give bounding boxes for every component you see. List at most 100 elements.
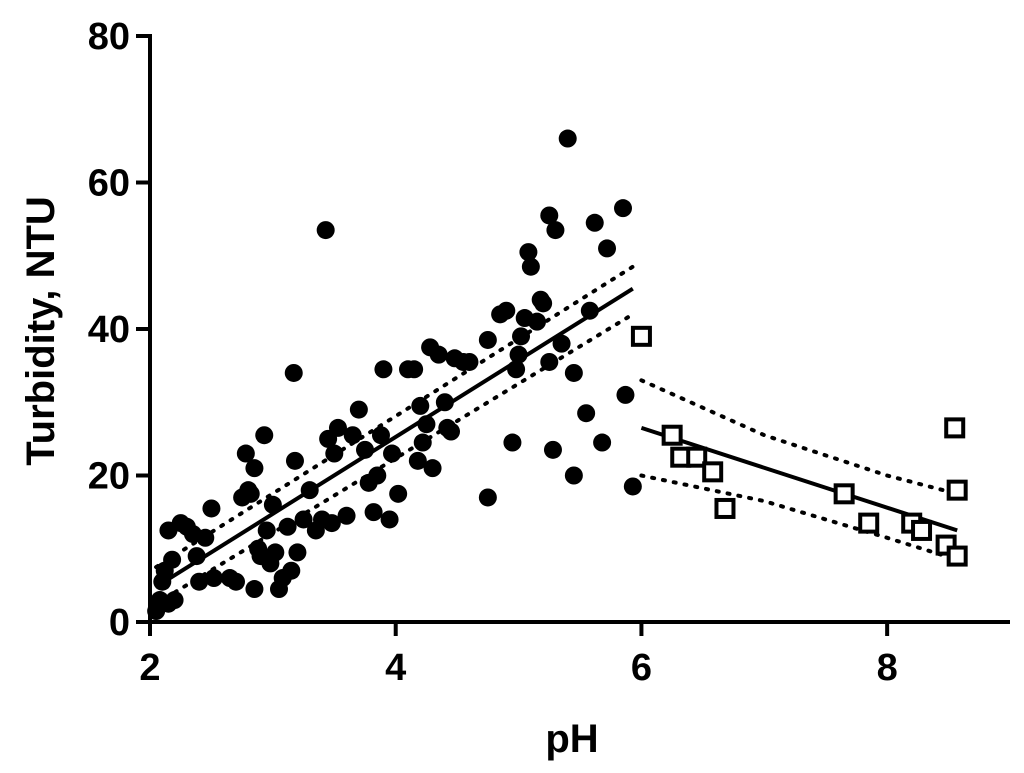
data-points xyxy=(147,129,968,621)
data-point-circle xyxy=(371,426,390,445)
data-point-circle xyxy=(257,521,276,540)
data-point-circle xyxy=(540,206,559,225)
data-point-circle xyxy=(343,426,362,445)
data-point-circle xyxy=(429,345,448,364)
x-axis-label: pH xyxy=(545,717,598,761)
data-point-circle xyxy=(368,466,387,485)
data-point-square xyxy=(833,483,855,505)
data-point-circle xyxy=(380,510,399,529)
data-point-circle xyxy=(580,301,599,320)
y-tick-label: 40 xyxy=(88,309,130,351)
data-point-circle xyxy=(325,444,344,463)
data-point-circle xyxy=(294,510,313,529)
data-point-circle xyxy=(278,517,297,536)
data-point-circle xyxy=(460,352,479,371)
data-point-circle xyxy=(564,466,583,485)
data-point-square xyxy=(944,417,966,439)
data-point-square xyxy=(911,519,933,541)
data-point-circle xyxy=(558,129,577,148)
data-point-circle xyxy=(227,572,245,591)
x-tick-label: 6 xyxy=(631,647,652,689)
series-1-fit-line xyxy=(155,287,634,589)
data-point-circle xyxy=(585,213,604,232)
data-point-circle xyxy=(478,330,497,349)
data-point-circle xyxy=(316,221,335,240)
data-point-circle xyxy=(322,514,341,533)
data-point-circle xyxy=(163,550,182,569)
data-point-circle xyxy=(364,503,383,522)
data-point-circle xyxy=(417,415,436,434)
data-point-circle xyxy=(263,495,282,514)
data-point-circle xyxy=(519,243,538,262)
data-point-circle xyxy=(509,345,528,364)
data-point-circle xyxy=(187,547,206,566)
data-point-circle xyxy=(284,363,303,382)
data-point-circle xyxy=(442,422,460,441)
regression-lines xyxy=(155,287,958,589)
y-tick-label: 20 xyxy=(88,456,130,498)
data-point-circle xyxy=(405,360,424,379)
data-point-circle xyxy=(204,569,223,588)
data-point-circle xyxy=(521,257,540,276)
tick-labels: 0 20 40 60 80 2 4 6 8 xyxy=(88,16,898,689)
data-point-circle xyxy=(534,294,553,313)
data-point-circle xyxy=(202,499,221,518)
data-point-circle xyxy=(528,312,546,331)
data-point-circle xyxy=(478,488,497,507)
data-point-circle xyxy=(503,433,522,452)
x-tick-label: 8 xyxy=(877,647,898,689)
data-point-circle xyxy=(328,418,347,437)
data-point-square xyxy=(714,497,736,519)
x-tick-label: 4 xyxy=(385,647,406,689)
data-point-circle xyxy=(512,327,531,346)
data-point-circle xyxy=(389,484,408,503)
data-point-circle xyxy=(337,506,356,525)
data-point-circle xyxy=(593,433,612,452)
data-point-circle xyxy=(552,334,571,353)
data-point-square xyxy=(661,424,683,446)
axes xyxy=(136,34,1010,636)
data-point-circle xyxy=(564,363,583,382)
data-point-circle xyxy=(288,543,307,562)
data-point-circle xyxy=(383,444,402,463)
data-point-circle xyxy=(435,393,454,412)
data-point-circle xyxy=(282,561,301,580)
series-2-ci-upper-line xyxy=(639,378,960,496)
data-point-square xyxy=(702,461,724,483)
data-point-circle xyxy=(349,400,368,419)
data-point-circle xyxy=(623,477,642,496)
data-point-square xyxy=(630,325,652,347)
data-point-circle xyxy=(546,221,565,240)
data-point-circle xyxy=(507,360,526,379)
data-point-circle xyxy=(300,481,319,500)
data-point-circle xyxy=(241,484,260,503)
y-tick-label: 0 xyxy=(109,602,130,644)
data-point-circle xyxy=(540,352,559,371)
series-2-ci-lower-line xyxy=(639,473,960,562)
data-point-circle xyxy=(266,543,285,562)
data-point-circle xyxy=(413,433,432,452)
data-point-circle xyxy=(423,459,442,478)
data-point-circle xyxy=(411,396,430,415)
data-point-circle xyxy=(165,591,184,610)
data-point-square xyxy=(946,479,968,501)
y-tick-label: 60 xyxy=(88,163,130,205)
y-axis-label: Turbidity, NTU xyxy=(19,196,63,466)
data-point-circle xyxy=(543,440,562,459)
data-point-square xyxy=(858,512,880,534)
y-tick-label: 80 xyxy=(88,16,130,58)
data-point-circle xyxy=(374,360,393,379)
data-point-square xyxy=(946,545,968,567)
data-point-circle xyxy=(190,572,209,591)
data-point-circle xyxy=(236,444,255,463)
data-point-square xyxy=(686,446,708,468)
data-point-circle xyxy=(616,385,635,404)
x-tick-label: 2 xyxy=(139,647,160,689)
data-point-circle xyxy=(255,426,274,445)
data-point-circle xyxy=(598,239,617,258)
data-point-circle xyxy=(245,580,264,599)
data-point-circle xyxy=(356,440,374,459)
data-point-circle xyxy=(497,301,516,320)
data-point-circle xyxy=(245,459,264,478)
